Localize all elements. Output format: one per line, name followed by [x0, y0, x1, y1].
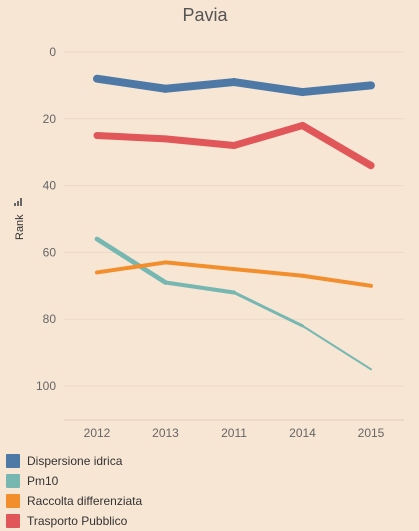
line-segment: [161, 78, 238, 93]
legend-label: Trasporto Pubblico: [27, 514, 128, 528]
x-tick-label: 2014: [289, 426, 316, 440]
legend: Dispersione idrica Pm10 Raccolta differe…: [6, 451, 142, 531]
y-tick-label: 20: [43, 112, 57, 126]
line-segment: [232, 290, 304, 328]
legend-label: Pm10: [27, 474, 59, 488]
x-tick-label: 2011: [221, 426, 247, 440]
series-trasporto-pubblico[interactable]: [93, 121, 375, 170]
line-segment: [162, 135, 238, 150]
legend-swatch: [6, 514, 20, 528]
y-tick-labels: 0 20 40 60 80 100: [36, 45, 56, 393]
legend-item-trasporto-pubblico[interactable]: Trasporto Pubblico: [6, 511, 142, 531]
series-dispersione-idrica[interactable]: [93, 74, 375, 97]
y-axis-label: Rank: [14, 214, 26, 240]
y-tick-label: 80: [43, 312, 57, 326]
line-segment: [298, 121, 375, 170]
series-pm10[interactable]: [94, 236, 372, 371]
series-raccolta-differenziata[interactable]: [95, 260, 373, 288]
line-segment: [94, 236, 168, 285]
y-axis-title: Rank: [14, 198, 26, 240]
bar-chart-icon[interactable]: [14, 198, 22, 206]
grid: [64, 51, 404, 387]
y-tick-label: 40: [43, 179, 57, 193]
x-tick-labels: 2012 2013 2011 2014 2015: [84, 426, 385, 440]
series-lines: [93, 74, 375, 371]
legend-swatch: [6, 474, 20, 488]
line-segment: [163, 280, 236, 295]
line-segment: [300, 273, 373, 288]
line-segment: [230, 121, 306, 150]
line-segment: [232, 267, 305, 278]
line-segment: [163, 260, 236, 272]
legend-swatch: [6, 454, 20, 468]
legend-label: Raccolta differenziata: [27, 494, 143, 508]
line-segment: [298, 81, 375, 97]
line-segment: [93, 132, 169, 143]
y-tick-label: 100: [36, 379, 56, 393]
x-tick-label: 2012: [84, 426, 111, 440]
legend-item-pm10[interactable]: Pm10: [6, 471, 142, 491]
legend-item-raccolta-differenziata[interactable]: Raccolta differenziata: [6, 491, 142, 511]
x-tick-label: 2015: [358, 426, 385, 440]
line-segment: [93, 74, 170, 93]
legend-swatch: [6, 494, 20, 508]
y-tick-label: 0: [49, 45, 56, 59]
line-segment: [95, 260, 168, 275]
legend-item-dispersione-idrica[interactable]: Dispersione idrica: [6, 451, 142, 471]
line-segment: [301, 324, 372, 371]
x-tick-label: 2013: [152, 426, 179, 440]
chart-title: Pavia: [182, 5, 228, 25]
line-segment: [230, 78, 307, 97]
legend-label: Dispersione idrica: [27, 454, 123, 468]
y-tick-label: 60: [43, 245, 57, 259]
